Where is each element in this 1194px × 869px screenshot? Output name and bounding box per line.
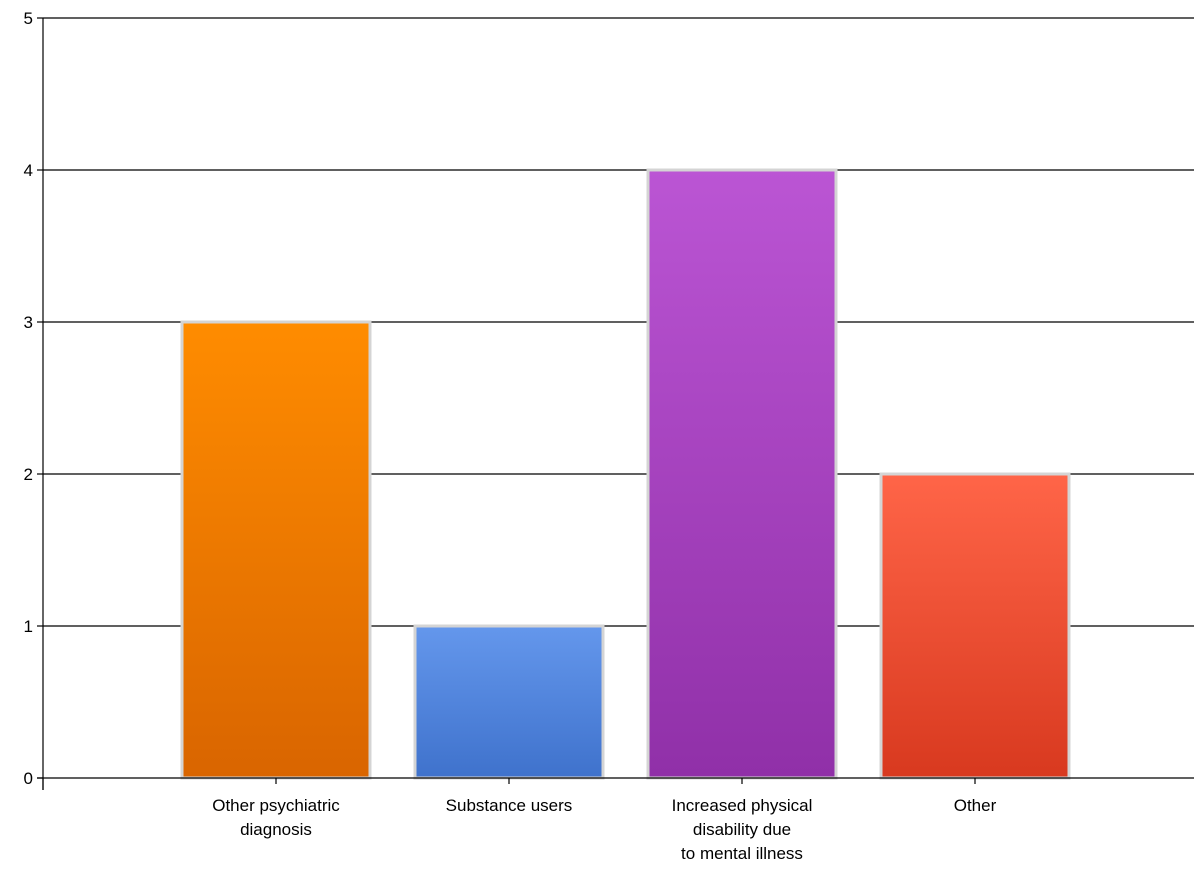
y-tick-label: 5 (24, 9, 33, 28)
y-tick-labels: 0 1 2 3 4 5 (24, 9, 33, 788)
category-label-line: to mental illness (681, 844, 803, 863)
y-tick-label: 1 (24, 617, 33, 636)
category-label-line: Increased physical (672, 796, 813, 815)
bar (413, 624, 605, 780)
x-tick-marks (42, 778, 976, 790)
category-label-line: diagnosis (240, 820, 312, 839)
category-label-line: Substance users (446, 796, 573, 815)
category-label-line: Other psychiatric (212, 796, 340, 815)
category-label: Increased physical disability due to menta… (672, 796, 813, 863)
category-label-line: Other (954, 796, 997, 815)
bars (180, 168, 1071, 780)
bar (180, 320, 372, 780)
category-label: Other psychiatric diagnosis (212, 796, 340, 839)
axes (37, 18, 1194, 790)
bar (646, 168, 838, 780)
y-tick-label: 4 (24, 161, 33, 180)
y-tick-label: 3 (24, 313, 33, 332)
y-tick-label: 0 (24, 769, 33, 788)
category-label: Other (954, 796, 997, 815)
category-label-line: disability due (693, 820, 791, 839)
bar (879, 472, 1071, 780)
category-label: Substance users (446, 796, 573, 815)
y-tick-label: 2 (24, 465, 33, 484)
category-labels: Other psychiatric diagnosis Substance user… (212, 796, 996, 863)
